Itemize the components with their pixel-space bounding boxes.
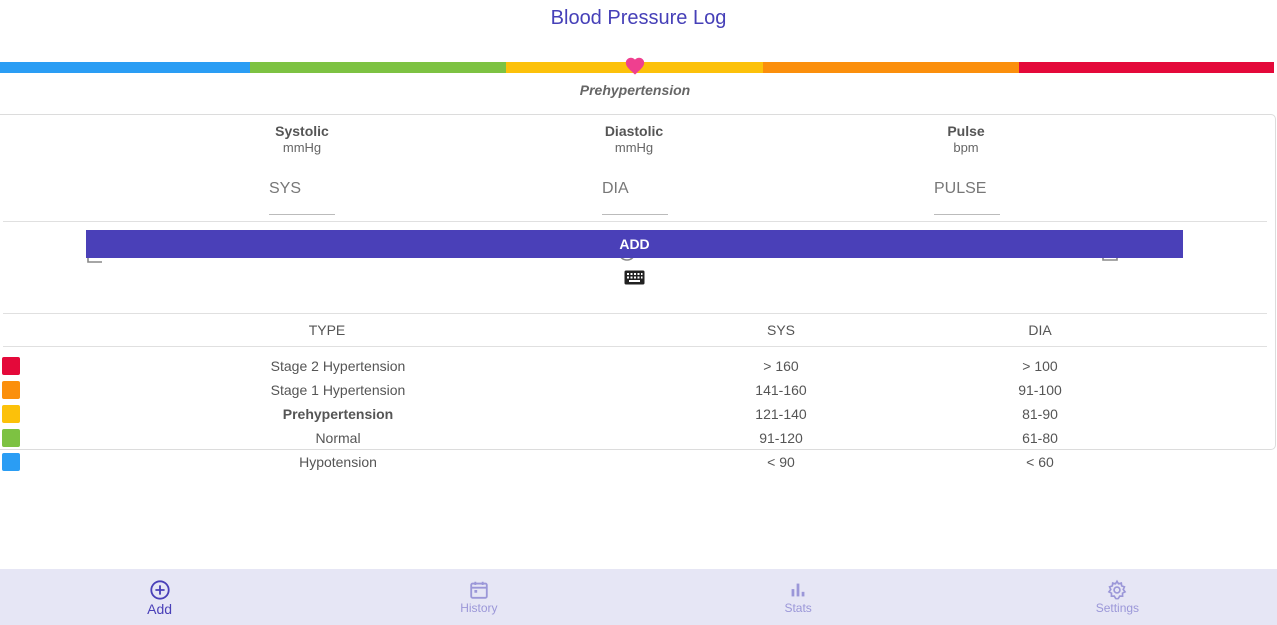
systolic-unit: mmHg [282,140,322,155]
diastolic-unit: mmHg [614,140,654,155]
app-title: Blood Pressure Log [550,7,727,29]
keyboard-icon[interactable] [624,270,645,285]
row-type: Stage 1 Hypertension [270,382,406,398]
table-row: Stage 1 Hypertension 141-160 91-100 [0,378,1277,402]
pulse-unit: bpm [953,140,979,155]
bar-chart-icon [791,583,805,597]
category-swatch [2,405,20,423]
row-type: Normal [315,430,361,446]
category-swatch [2,429,20,447]
row-sys: 121-140 [755,406,807,422]
row-sys: 91-120 [759,430,803,446]
table-top-divider [3,313,1267,314]
row-dia: 81-90 [1022,406,1058,422]
table-row: Normal 91-120 61-80 [0,426,1277,450]
row-dia: > 100 [1022,358,1058,374]
bottom-nav: Add History Stats Settings [0,569,1277,625]
row-type: Hypotension [299,454,377,470]
calendar-icon [470,581,488,599]
form-divider [3,221,1267,222]
systolic-label: Systolic [275,123,329,139]
diastolic-field [602,176,668,215]
column-header-dia: DIA [1028,322,1052,338]
category-swatch [2,357,20,375]
row-sys: 141-160 [755,382,807,398]
diastolic-header: Diastolic mmHg [534,123,734,155]
scale-segment-stage1 [763,62,1019,73]
nav-item-history[interactable]: History [319,569,638,625]
table-row: Prehypertension 121-140 81-90 [0,402,1277,426]
nav-label-add: Add [147,601,173,617]
systolic-field [269,176,335,215]
row-type: Stage 2 Hypertension [270,358,406,374]
heart-marker-icon [625,57,645,75]
scale-segment-normal [250,62,506,73]
table-header-divider [3,346,1267,347]
column-header-sys: SYS [766,322,795,338]
diastolic-label: Diastolic [604,123,664,139]
table-row: Hypotension < 90 < 60 [0,450,1277,474]
row-type: Prehypertension [282,406,394,422]
category-swatch [2,381,20,399]
pulse-header: Pulse bpm [866,123,1066,155]
pulse-input[interactable] [934,176,1000,202]
row-sys: < 90 [767,454,795,470]
row-sys: > 160 [763,358,799,374]
row-dia: 61-80 [1022,430,1058,446]
add-circle-icon [150,580,170,600]
add-button[interactable]: ADD [86,230,1183,258]
diastolic-input[interactable] [602,176,668,202]
systolic-input[interactable] [269,176,335,202]
nav-label-stats: Stats [784,601,812,615]
nav-item-add[interactable]: Add [0,569,319,625]
table-row: Stage 2 Hypertension > 160 > 100 [0,354,1277,378]
column-header-type: TYPE [308,322,346,338]
nav-label-history: History [460,601,498,615]
current-category-label: Prehypertension [579,82,691,98]
category-swatch [2,453,20,471]
entry-card [0,114,1276,450]
systolic-header: Systolic mmHg [202,123,402,155]
scale-segment-hypotension [0,62,250,73]
scale-segment-stage2 [1019,62,1274,73]
row-dia: 91-100 [1018,382,1062,398]
gear-icon [1108,579,1127,600]
nav-label-settings: Settings [1095,601,1140,615]
row-dia: < 60 [1026,454,1054,470]
pulse-label: Pulse [947,123,985,139]
nav-item-settings[interactable]: Settings [958,569,1277,625]
pulse-field [934,176,1000,215]
nav-item-stats[interactable]: Stats [639,569,958,625]
